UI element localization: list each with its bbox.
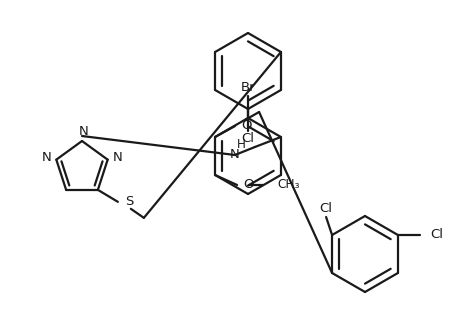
Text: N: N: [79, 126, 89, 139]
Text: N: N: [41, 151, 51, 164]
Text: S: S: [125, 195, 133, 208]
Text: Cl: Cl: [429, 229, 442, 242]
Text: H: H: [236, 139, 245, 152]
Text: CH₃: CH₃: [276, 179, 299, 191]
Text: Br: Br: [240, 82, 255, 95]
Text: Cl: Cl: [241, 132, 254, 145]
Text: O: O: [243, 179, 253, 191]
Text: N: N: [230, 149, 239, 161]
Text: N: N: [113, 151, 122, 164]
Text: Cl: Cl: [319, 202, 332, 215]
Text: O: O: [241, 120, 251, 132]
